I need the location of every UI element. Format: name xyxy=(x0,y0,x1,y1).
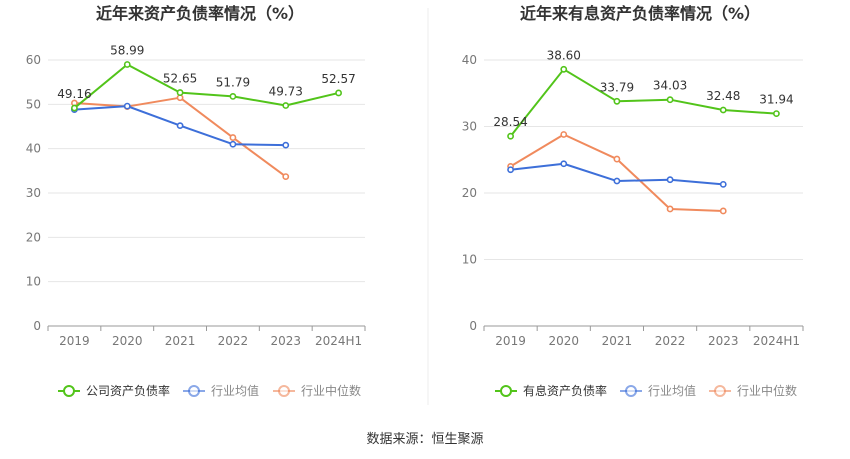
chart2-point-main xyxy=(773,110,780,117)
chart2-point-median xyxy=(613,155,621,163)
chart1-y-tick-label: 30 xyxy=(26,186,41,200)
chart1-data-label: 51.79 xyxy=(216,75,250,89)
chart1-y-tick-label: 0 xyxy=(33,319,41,333)
chart2-point-avg xyxy=(719,180,727,188)
chart2-point-median xyxy=(666,205,674,213)
chart2-point-avg xyxy=(507,166,514,174)
chart2-data-label: 34.03 xyxy=(653,79,687,93)
chart1-legend-label: 行业中位数 xyxy=(301,383,361,398)
chart1-series-line-main xyxy=(73,63,339,109)
chart1-point-main xyxy=(229,92,237,100)
chart1-point-main xyxy=(282,102,290,109)
chart2-y-tick-label: 0 xyxy=(469,319,477,333)
chart2-series-line-main xyxy=(509,68,777,137)
chart1-y-tick-label: 50 xyxy=(26,97,41,111)
chart2-point-avg xyxy=(613,177,621,185)
chart1-point-avg xyxy=(123,102,131,110)
chart2-x-tick-label: 2019 xyxy=(495,334,526,348)
chart1-legend-marker-circle xyxy=(63,385,75,397)
chart1-point-median xyxy=(282,173,290,180)
chart2-legend-label: 行业均值 xyxy=(648,383,696,398)
chart2-point-median xyxy=(719,207,727,215)
chart2-series-line-median xyxy=(510,133,724,212)
chart2-legend-marker-circle xyxy=(714,385,726,397)
chart1-data-label: 49.73 xyxy=(269,85,303,99)
chart2-data-label: 31.94 xyxy=(759,93,793,107)
chart1-data-label: 49.16 xyxy=(57,87,91,101)
chart1-x-tick-label: 2019 xyxy=(59,334,90,348)
chart1-point-median xyxy=(229,134,237,141)
chart2-x-tick-label: 2022 xyxy=(655,334,686,348)
chart1-legend-label: 行业均值 xyxy=(211,383,259,398)
chart2-data-label: 28.54 xyxy=(493,115,527,129)
chart1-point-main xyxy=(71,104,78,112)
chart1-x-tick-label: 2021 xyxy=(165,334,196,348)
chart1-title: 近年来资产负债率情况（%） xyxy=(96,4,304,23)
chart1-y-tick-label: 20 xyxy=(26,230,41,244)
chart1-point-main xyxy=(335,89,342,97)
chart1-x-tick-label: 2023 xyxy=(270,334,301,348)
chart2-legend-label: 有息资产负债率 xyxy=(523,383,607,398)
chart2-point-avg xyxy=(666,176,674,184)
chart2-point-main xyxy=(507,132,514,140)
chart1-point-avg xyxy=(282,141,290,149)
chart2-point-avg xyxy=(560,160,568,168)
chart1-data-label: 52.65 xyxy=(163,72,197,86)
chart2-data-label: 33.79 xyxy=(600,80,634,94)
source-note: 数据来源：恒生聚源 xyxy=(366,432,484,447)
chart2-title: 近年来有息资产负债率情况（%） xyxy=(520,4,760,23)
chart1-y-tick-label: 10 xyxy=(26,275,41,289)
chart2-point-main xyxy=(719,106,727,114)
chart2-point-main xyxy=(666,96,674,104)
chart1-legend-marker-circle xyxy=(188,385,200,397)
chart1-data-label: 52.57 xyxy=(321,72,355,86)
chart2-x-tick-label: 2020 xyxy=(548,334,579,348)
chart2-legend-marker-circle xyxy=(500,385,512,397)
chart1-x-tick-label: 2024H1 xyxy=(315,334,362,348)
chart1-point-main xyxy=(123,61,131,68)
chart1-point-avg xyxy=(176,122,184,130)
chart2-point-main xyxy=(560,65,568,73)
chart2-data-label: 32.48 xyxy=(706,89,740,103)
chart2-y-tick-label: 20 xyxy=(462,186,477,200)
chart1-series-line-median xyxy=(74,96,287,178)
chart2-y-tick-label: 30 xyxy=(462,120,477,134)
chart1-legend-label: 公司资产负债率 xyxy=(86,383,170,398)
chart1-x-tick-label: 2022 xyxy=(218,334,249,348)
chart1-x-tick-label: 2020 xyxy=(112,334,143,348)
chart1-point-avg xyxy=(229,140,237,148)
chart2-point-median xyxy=(560,131,568,138)
chart2-x-tick-label: 2021 xyxy=(602,334,633,348)
chart2-legend-marker-circle xyxy=(625,385,637,397)
chart2-data-label: 38.60 xyxy=(547,48,581,62)
chart2-point-main xyxy=(613,97,621,105)
chart2-y-tick-label: 10 xyxy=(462,253,477,267)
chart2-y-tick-label: 40 xyxy=(462,53,477,67)
chart1-y-tick-label: 40 xyxy=(26,142,41,156)
chart1-legend-marker-circle xyxy=(278,385,290,397)
chart1-data-label: 58.99 xyxy=(110,43,144,57)
chart2-x-tick-label: 2024H1 xyxy=(753,334,800,348)
chart2-x-tick-label: 2023 xyxy=(708,334,739,348)
chart1-point-main xyxy=(176,89,184,96)
chart1-y-tick-label: 60 xyxy=(26,53,41,67)
chart2-legend-label: 行业中位数 xyxy=(737,383,797,398)
